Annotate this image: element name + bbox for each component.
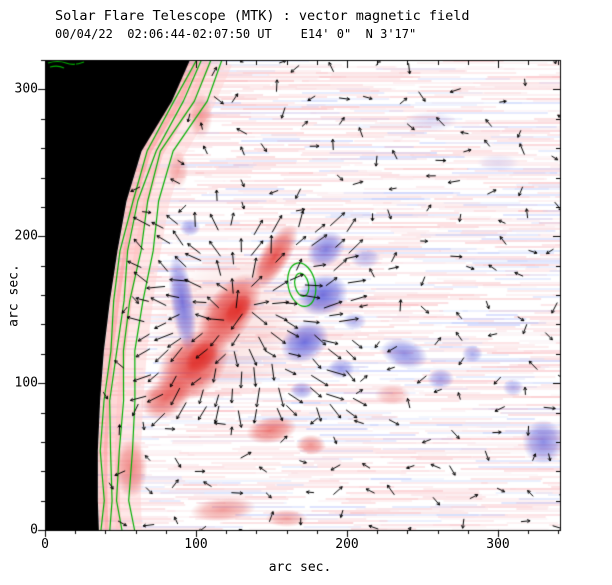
- y-tick-label-300: 300: [14, 81, 38, 97]
- x-tick-label-100: 100: [184, 537, 208, 552]
- x-axis-label: arc sec.: [268, 560, 332, 575]
- x-tick-label-200: 200: [335, 537, 359, 552]
- y-tick-label-200: 200: [14, 228, 38, 244]
- x-tick-label-0: 0: [41, 537, 49, 552]
- y-axis-label: arc sec.: [6, 264, 22, 327]
- chart-subtitle: 00/04/22 02:06:44-02:07:50 UT E14' 0" N …: [55, 27, 417, 41]
- y-tick-label-0: 0: [30, 522, 38, 538]
- chart-title: Solar Flare Telescope (MTK) : vector mag…: [55, 8, 470, 24]
- x-tick-label-300: 300: [486, 537, 510, 552]
- y-tick-label-100: 100: [14, 375, 38, 391]
